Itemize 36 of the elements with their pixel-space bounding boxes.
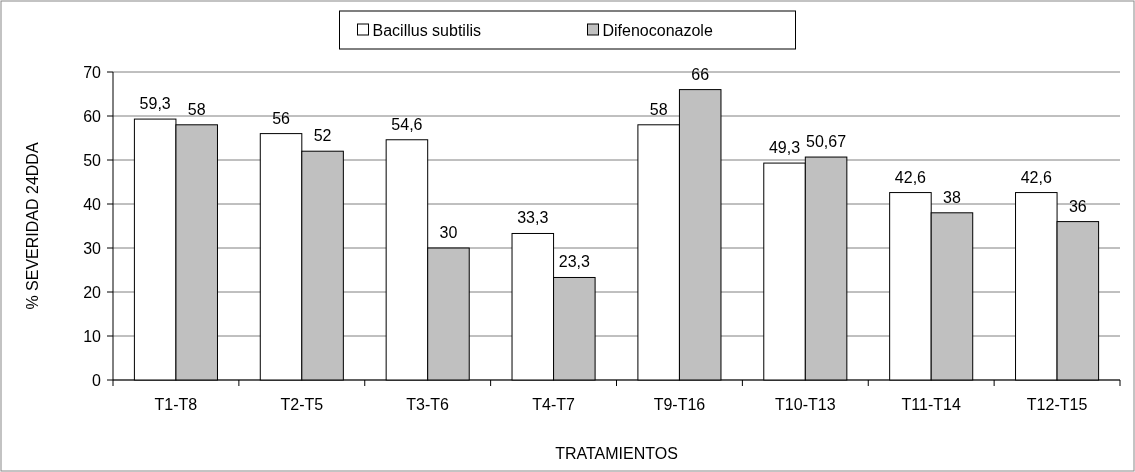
data-label: 38 [943, 188, 961, 206]
y-tick-label: 20 [83, 284, 102, 301]
y-tick-label: 0 [92, 372, 102, 389]
y-tick-label: 40 [83, 196, 102, 213]
data-label: 54,6 [391, 115, 423, 133]
x-tick-label: T2-T5 [280, 396, 324, 413]
data-label: 33,3 [517, 209, 549, 227]
legend-label: Bacillus subtilis [372, 22, 481, 39]
data-label: 42,6 [894, 168, 927, 186]
data-label: 56 [272, 109, 291, 127]
x-tick-label: T9-T16 [653, 396, 706, 413]
data-label: 52 [313, 127, 332, 145]
data-label: 49,3 [768, 139, 801, 157]
data-label: 23,3 [558, 253, 590, 271]
legend-label: Difenoconazole [602, 22, 713, 39]
y-tick-label: 60 [83, 108, 102, 125]
data-label: 36 [1068, 197, 1087, 215]
x-tick-label: T3-T6 [406, 396, 450, 413]
y-axis-title: % SEVERIDAD 24DDA [24, 142, 41, 310]
y-tick-label: 50 [83, 152, 102, 169]
x-tick-label: T10-T13 [775, 396, 836, 413]
data-label: 59,3 [139, 95, 171, 113]
data-label: 50,67 [806, 133, 847, 151]
data-label: 42,6 [1020, 168, 1052, 186]
y-tick-label: 10 [83, 328, 102, 345]
x-tick-label: T4-T7 [532, 396, 575, 413]
x-tick-label: T12-T15 [1026, 396, 1088, 413]
x-axis-title: TRATAMIENTOS [555, 445, 678, 462]
y-tick-label: 30 [83, 240, 102, 257]
data-label: 58 [187, 100, 206, 118]
x-tick-label: T1-T8 [154, 396, 198, 413]
data-label: 58 [649, 100, 668, 118]
x-tick-label: T11-T14 [901, 396, 961, 413]
data-label: 30 [439, 224, 458, 241]
data-label: 66 [691, 65, 710, 83]
y-tick-label: 70 [83, 64, 102, 81]
